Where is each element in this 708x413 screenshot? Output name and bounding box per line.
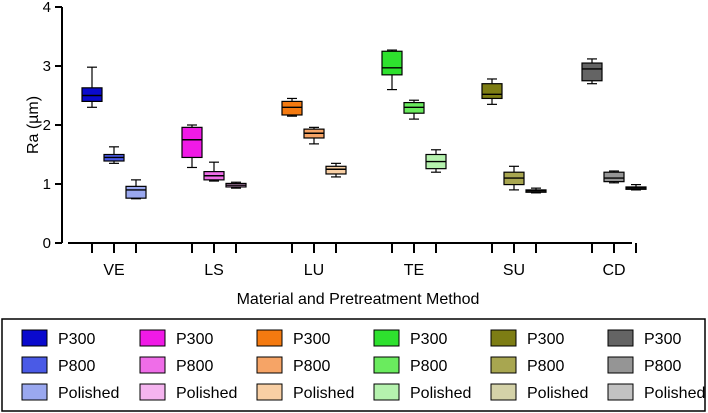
legend-item: P300 [21,329,95,348]
box-lu-p800 [303,126,325,145]
box-iqr [603,171,625,183]
legend-swatch [373,383,400,401]
box-cd-p800 [603,170,625,184]
legend-label: P300 [527,331,564,348]
legend-item: P300 [256,329,330,348]
x-category-label: LS [204,262,224,279]
legend-swatch [490,329,517,347]
legend-swatch [21,329,48,347]
legend-label: P300 [293,331,330,348]
x-axis-label: Material and Pretreatment Method [237,291,480,308]
legend-swatch [490,383,517,401]
legend-swatch [607,383,634,401]
x-category-label: LU [304,262,324,279]
box-ls-p800 [203,161,225,182]
legend-label: P800 [176,358,213,375]
x-category-label: TE [404,262,424,279]
box-iqr [125,185,147,199]
legend-item: Polished [256,383,354,402]
legend-label: P800 [58,358,95,375]
legend-item: P800 [373,356,447,375]
legend-label: Polished [176,385,237,402]
box-iqr [581,62,603,82]
legend-swatch [607,356,634,374]
box-su-polished [525,187,547,194]
legend-item: Polished [373,383,471,402]
legend-item: Polished [607,383,705,402]
box-te-p800 [403,99,425,120]
x-category-label: SU [503,262,525,279]
y-tick-label: 2 [43,117,51,134]
box-su-p300 [481,78,503,105]
legend-label: Polished [58,385,119,402]
legend-item: Polished [139,383,237,402]
legend-swatch [21,383,48,401]
box-iqr [81,87,103,103]
box-iqr [481,83,503,100]
legend-item: P800 [256,356,330,375]
legend-label: Polished [527,385,588,402]
legend-frame [1,318,706,412]
box-te-polished [425,149,447,173]
legend-label: P800 [410,358,447,375]
box-ve-p800 [103,146,125,164]
legend-item: P800 [139,356,213,375]
box-ve-polished [125,179,147,200]
box-ve-p300 [81,66,103,108]
box-ls-p300 [181,124,203,169]
x-category-label: VE [103,262,124,279]
box-iqr [381,50,403,76]
legend-label: P300 [410,331,447,348]
legend-item: Polished [21,383,119,402]
legend-item: P300 [139,329,213,348]
plot-area: 0 1 2 3 4 VE LS LU TE SU CD [43,0,647,279]
legend-swatch [607,329,634,347]
legend-swatch [373,329,400,347]
legend-label: Polished [410,385,471,402]
legend-swatch [139,329,166,347]
legend-swatch [256,329,283,347]
legend-swatch [21,356,48,374]
legend-swatch [490,356,517,374]
box-iqr [325,165,347,175]
legend-item: P800 [490,356,564,375]
legend-swatch [373,356,400,374]
legend-item: Polished [490,383,588,402]
x-category-label: CD [602,262,625,279]
box-ls-polished [225,181,247,189]
box-cd-p300 [581,58,603,85]
box-te-p300 [381,49,403,91]
y-tick-label: 0 [43,235,51,252]
box-lu-polished [325,162,347,178]
box-cd-polished [625,183,647,191]
legend-label: P800 [293,358,330,375]
legend: P300 P800 Polished P300 P800 Polished P300 P800… [1,318,706,412]
box-iqr [181,126,203,159]
legend-item: P300 [490,329,564,348]
legend-label: P300 [58,331,95,348]
legend-swatch [256,383,283,401]
y-axis-label: Ra (µm) [25,96,42,154]
legend-label: Polished [644,385,705,402]
legend-item: P800 [21,356,95,375]
box-iqr [281,100,303,116]
box-su-p800 [503,165,525,191]
legend-label: P300 [644,331,681,348]
legend-label: P800 [527,358,564,375]
legend-label: P300 [176,331,213,348]
legend-label: Polished [293,385,354,402]
legend-label: P800 [644,358,681,375]
legend-swatch [139,383,166,401]
legend-item: P800 [607,356,681,375]
box-lu-p300 [281,97,303,117]
y-tick-label: 1 [43,176,51,193]
legend-item: P300 [373,329,447,348]
y-tick-label: 3 [43,58,51,75]
y-tick-label: 4 [43,0,51,16]
legend-swatch [139,356,166,374]
legend-item: P300 [607,329,681,348]
legend-swatch [256,356,283,374]
